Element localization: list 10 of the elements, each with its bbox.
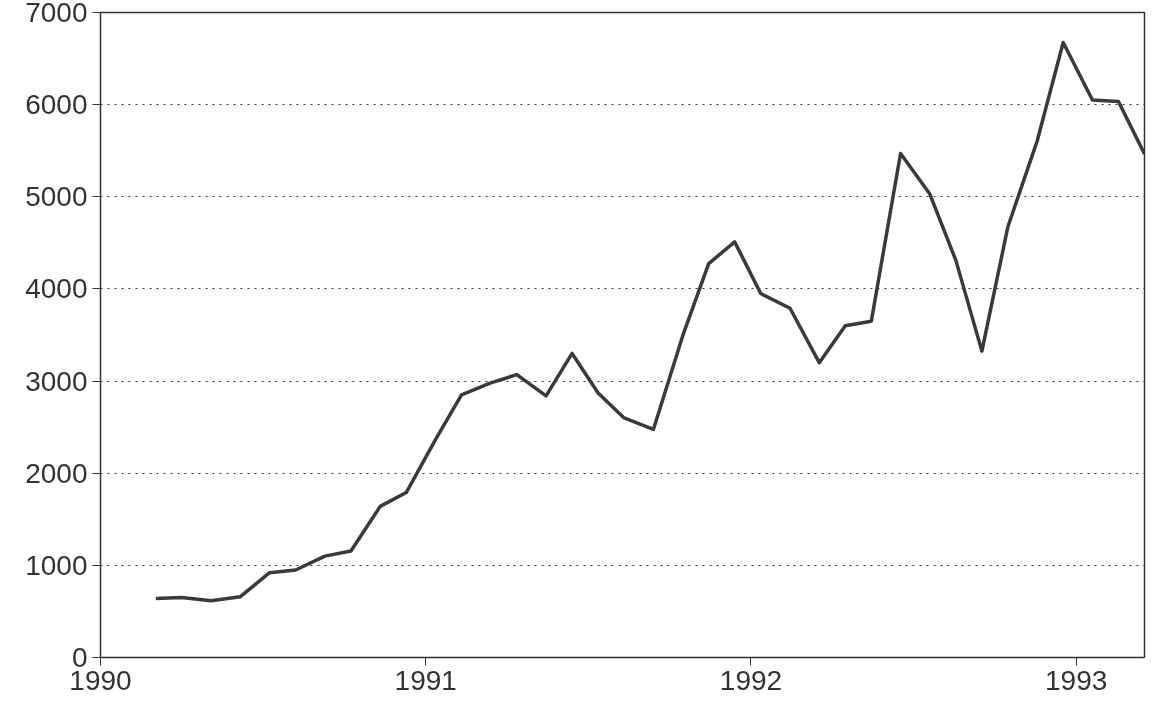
y-tick-label: 5000 (25, 181, 88, 213)
y-tick-label: 7000 (25, 0, 88, 28)
y-tick-label: 6000 (25, 89, 88, 121)
y-tick-label: 4000 (25, 273, 88, 305)
y-tick-label: 1000 (25, 549, 88, 581)
x-tick-label: 1991 (394, 664, 457, 696)
y-tick-label: 2000 (25, 457, 88, 489)
x-tick-label: 1993 (1045, 664, 1108, 696)
x-tick-label: 1992 (719, 664, 783, 696)
y-tick-label: 3000 (25, 365, 88, 397)
